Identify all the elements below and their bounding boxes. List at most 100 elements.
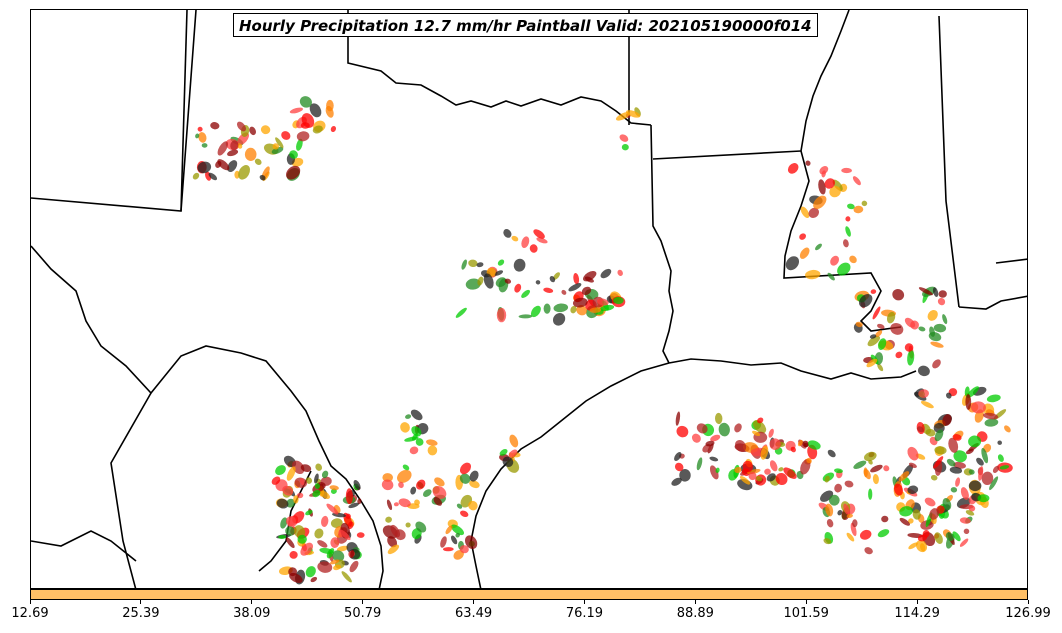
precip-blob [530, 305, 541, 318]
precip-blob [845, 226, 851, 237]
precip-blob [272, 143, 279, 150]
colorbar-tick-mark [140, 600, 142, 604]
precip-blob [278, 534, 287, 540]
precip-blob [949, 466, 963, 474]
precip-blob [433, 497, 443, 506]
precip-blob [834, 483, 842, 493]
precip-blob [615, 111, 631, 121]
precip-blob [872, 474, 879, 485]
precip-blob [296, 138, 303, 151]
precip-blob [385, 516, 392, 523]
precip-blob [849, 255, 857, 264]
precip-blob [886, 311, 896, 324]
precip-blob [691, 433, 701, 443]
precip-blob [299, 478, 305, 486]
precip-blob [999, 465, 1010, 470]
precip-blob [984, 418, 999, 427]
precip-blob [932, 359, 941, 369]
precip-blob [976, 457, 984, 466]
precip-blob [872, 306, 881, 320]
precip-blob [349, 560, 359, 573]
precip-blob [330, 518, 343, 528]
precip-blob [459, 545, 469, 554]
precip-blob [552, 312, 566, 326]
precip-blob [890, 322, 904, 335]
precip-blob [330, 537, 340, 548]
precip-blob [895, 351, 903, 359]
precip-blob [868, 488, 873, 500]
precip-blob [312, 490, 321, 498]
colorbar-tick-label: 88.89 [676, 606, 714, 621]
precip-blob [775, 472, 788, 486]
precip-blob [986, 394, 1001, 403]
precip-blob [932, 287, 939, 297]
colorbar-tick-mark [29, 600, 31, 604]
precip-blob [509, 434, 519, 448]
precip-blob [815, 243, 822, 251]
precip-blob [409, 446, 419, 455]
precip-blob [892, 288, 905, 301]
precip-blob [468, 500, 478, 511]
precip-blob [953, 450, 967, 463]
precip-blob [937, 297, 946, 306]
precip-blob [718, 422, 730, 437]
precip-blob [410, 409, 423, 421]
precip-blob [573, 272, 580, 285]
precip-blob [319, 490, 330, 499]
precip-blob [959, 517, 971, 524]
precip-blob [959, 538, 969, 547]
precip-blob [978, 466, 984, 481]
precip-blob [807, 440, 821, 450]
precip-blob [918, 287, 933, 296]
precip-blob [197, 126, 203, 132]
precip-blob [927, 309, 938, 321]
precip-blob [576, 305, 587, 316]
precip-blob [312, 125, 323, 134]
precip-blob [543, 287, 554, 293]
precip-blob [920, 543, 926, 552]
precip-blob [329, 559, 340, 565]
precip-blob [924, 497, 936, 507]
precip-blob [326, 503, 339, 515]
precip-blob [259, 174, 266, 181]
precip-blob [907, 485, 919, 495]
precip-blob [877, 338, 887, 350]
colorbar-tick-label: 12.69 [11, 606, 49, 621]
precip-blob [847, 203, 855, 210]
precip-blob [440, 536, 447, 548]
precip-blob [305, 477, 313, 484]
precip-blob [305, 509, 313, 516]
precip-blob [345, 488, 354, 505]
precip-blob [852, 519, 858, 528]
precip-blob [917, 534, 928, 542]
precip-blob [297, 534, 307, 544]
colorbar-tick-mark [916, 600, 918, 604]
precip-blob [735, 440, 747, 452]
precip-blob [834, 468, 843, 474]
precip-blob [823, 538, 832, 545]
precip-blob [946, 392, 952, 399]
colorbar-tick-mark [473, 600, 475, 604]
precip-blob [317, 540, 328, 548]
precip-blob [285, 526, 296, 536]
boundary-line [650, 124, 674, 364]
precip-blob [197, 161, 212, 174]
precip-blob [626, 110, 641, 118]
precip-blob [198, 132, 207, 143]
precip-blob [757, 417, 764, 424]
precip-blob [803, 442, 809, 448]
precip-blob [414, 499, 420, 506]
precip-blob [600, 268, 612, 279]
precip-blob [382, 473, 393, 482]
map-canvas [31, 10, 1027, 588]
colorbar-tick-label: 101.59 [783, 606, 829, 621]
precip-blob [529, 244, 538, 253]
precip-blob [830, 255, 840, 266]
precip-blob [619, 134, 629, 142]
colorbar-tick-label: 25.39 [122, 606, 160, 621]
precip-blob [411, 426, 422, 437]
colorbar [30, 589, 1028, 600]
precip-blob [908, 542, 918, 550]
precip-blob [345, 513, 351, 519]
precip-blob [195, 133, 200, 139]
